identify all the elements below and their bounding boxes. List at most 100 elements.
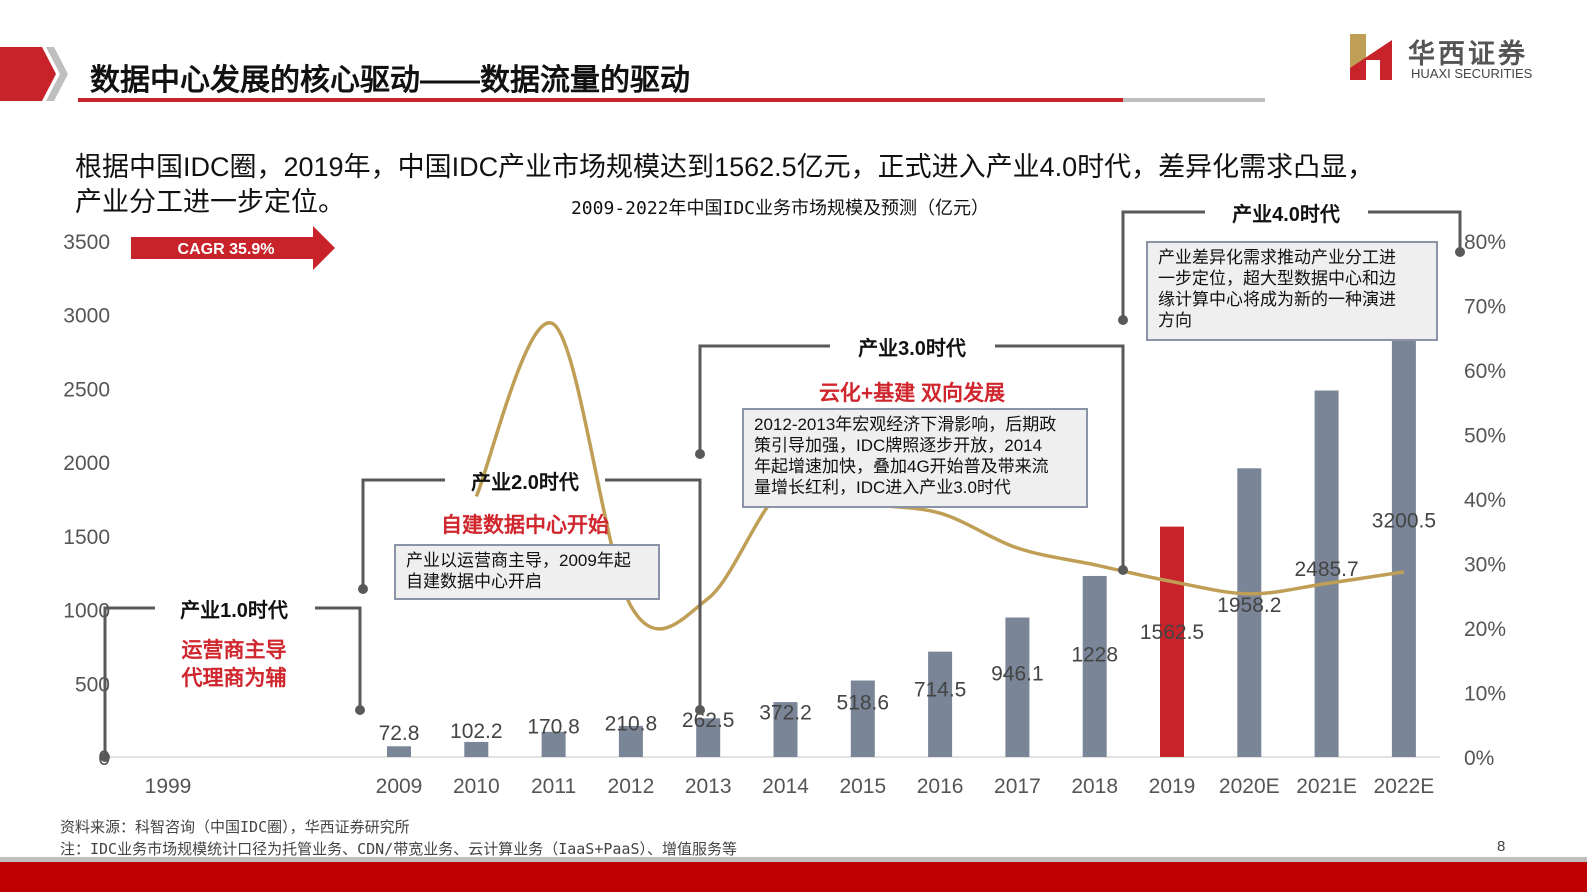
era3-note-line: 量增长红利，IDC进入产业3.0时代 [754, 478, 1011, 497]
era4-note-line: 产业差异化需求推动产业分工进 [1158, 248, 1396, 267]
bar-value-label: 1228 [1071, 643, 1118, 666]
bar-value-label: 102.2 [450, 720, 503, 743]
era4-bracket-right [1368, 210, 1462, 252]
y-left-tick-label: 3500 [63, 231, 110, 254]
era3-bracket-right [995, 344, 1125, 570]
x-axis-labels: 1999 2009 2010 2011 2012 2013 2014 2015 2016 2017… [145, 775, 1435, 798]
bar-2017 [1005, 617, 1030, 757]
y-right-tick-label: 60% [1464, 360, 1506, 383]
bar-2011 [541, 731, 566, 757]
y-right-tick-label: 10% [1464, 683, 1506, 706]
era1-subtitle-1: 运营商主导 [182, 638, 287, 662]
y-left-tick-label: 1000 [63, 600, 110, 623]
x-tick-label: 2013 [685, 775, 732, 798]
era4-bracket-left [1121, 210, 1205, 320]
bar-value-label: 1562.5 [1140, 621, 1204, 644]
era-brackets [103, 210, 1462, 757]
era4-note-line: 缘计算中心将成为新的一种演进 [1158, 290, 1396, 309]
y-axis-left: 0500100015002000250030003500 [63, 231, 110, 770]
x-tick-label: 2014 [762, 775, 809, 798]
era2-note-box: 产业以运营商主导，2009年起 自建数据中心开启 [394, 544, 660, 600]
bar-series [387, 340, 1416, 757]
bar-value-label: 518.6 [837, 692, 890, 715]
bar-value-label: 714.5 [914, 678, 967, 701]
era3-note-line: 2012-2013年宏观经济下滑影响，后期政 [754, 415, 1057, 434]
bar-value-label: 946.1 [991, 663, 1044, 686]
bar-value-label: 2485.7 [1294, 558, 1358, 581]
footer-grey-band [0, 857, 1587, 862]
bar-2020E [1237, 468, 1262, 757]
era3-note-line: 策引导加强，IDC牌照逐步开放，2014 [754, 436, 1043, 455]
source-note: 资料来源：科智咨询（中国IDC圈），华西证券研究所 [60, 818, 410, 836]
x-tick-label: 2019 [1149, 775, 1196, 798]
cagr-label: CAGR 35.9% [178, 241, 275, 258]
chart-title: 2009-2022年中国IDC业务市场规模及预测（亿元） [571, 198, 989, 219]
y-right-tick-label: 30% [1464, 554, 1506, 577]
bar-2018 [1082, 575, 1107, 757]
bar-2021E [1314, 390, 1339, 757]
header-grey-underline [1123, 98, 1265, 102]
x-tick-label: 2015 [839, 775, 886, 798]
era3-subtitle: 云化+基建 双向发展 [819, 381, 1005, 405]
era3-label: 产业3.0时代 [858, 336, 966, 360]
header-red-underline [78, 98, 1123, 102]
era4-label: 产业4.0时代 [1232, 202, 1340, 226]
y-right-tick-label: 70% [1464, 296, 1506, 319]
era4-note-line: 方向 [1158, 311, 1192, 330]
y-left-tick-label: 500 [75, 673, 110, 696]
era1-bracket-right [315, 606, 362, 710]
y-right-tick-label: 80% [1464, 231, 1506, 254]
y-left-tick-label: 3000 [63, 305, 110, 328]
era1-subtitle-2: 代理商为辅 [181, 666, 287, 690]
header-red-block [0, 47, 56, 101]
era2-note-line: 自建数据中心开启 [406, 572, 542, 591]
intro-line-1: 根据中国IDC圈，2019年，中国IDC产业市场规模达到1562.5亿元，正式进… [75, 152, 1375, 182]
bar-2012 [618, 725, 643, 757]
era3-note-line: 年起增速加快，叠加4G开始普及带来流 [754, 457, 1049, 476]
era2-label: 产业2.0时代 [471, 470, 579, 494]
y-right-tick-label: 50% [1464, 425, 1506, 448]
era3-bracket-left [698, 344, 830, 454]
bar-value-label: 72.8 [379, 722, 420, 745]
x-tick-label: 2012 [608, 775, 655, 798]
bar-value-label: 170.8 [527, 715, 580, 738]
x-tick-label: 2017 [994, 775, 1041, 798]
header-grey-chevron [46, 47, 68, 101]
era2-subtitle: 自建数据中心开始 [441, 513, 609, 537]
y-axis-right: 0% 10% 20% 30% 40% 50% 60% 70% 80% [1464, 231, 1506, 770]
huaxi-logo-mark [1350, 34, 1392, 80]
era1-bracket-left [103, 606, 155, 757]
y-right-tick-label: 0% [1464, 747, 1494, 770]
y-left-tick-label: 2000 [63, 452, 110, 475]
x-tick-label: 2020E [1219, 775, 1280, 798]
footer-red-band [0, 862, 1587, 892]
bar-value-label: 1958.2 [1217, 594, 1281, 617]
header-decoration [0, 34, 1392, 102]
x-tick-label: 2011 [531, 775, 576, 798]
y-left-tick-label: 1500 [63, 526, 110, 549]
cagr-arrow [131, 226, 335, 270]
intro-line-2: 产业分工进一步定位。 [75, 187, 345, 217]
bar-value-labels: 72.8 102.2 170.8 210.8 262.5 372.2 518.6 714.5 9… [379, 509, 1436, 745]
bar-2019 [1160, 526, 1184, 757]
era2-bracket-left [361, 478, 445, 589]
x-tick-label: 2022E [1374, 775, 1435, 798]
x-tick-label: 2009 [376, 775, 423, 798]
bar-value-label: 210.8 [605, 713, 658, 736]
x-tick-label: 2018 [1071, 775, 1118, 798]
era1-label: 产业1.0时代 [180, 598, 288, 622]
era4-note-box: 产业差异化需求推动产业分工进 一步定位，超大型数据中心和边 缘计算中心将成为新的… [1146, 241, 1438, 341]
bar-2014 [773, 702, 798, 757]
logo-cn-text: 华西证券 [1408, 39, 1528, 69]
era2-bracket-right [605, 478, 702, 710]
y-right-tick-label: 20% [1464, 618, 1506, 641]
bar-value-label: 262.5 [682, 709, 735, 732]
bar-2010 [464, 741, 489, 757]
logo-en-text: HUAXI SECURITIES [1411, 66, 1533, 81]
page-number: 8 [1497, 838, 1506, 855]
bracket-dots [100, 247, 1465, 762]
y-right-tick-label: 40% [1464, 489, 1506, 512]
era3-note-box: 2012-2013年宏观经济下滑影响，后期政 策引导加强，IDC牌照逐步开放，2… [742, 408, 1088, 508]
y-left-tick-label: 2500 [63, 378, 110, 401]
